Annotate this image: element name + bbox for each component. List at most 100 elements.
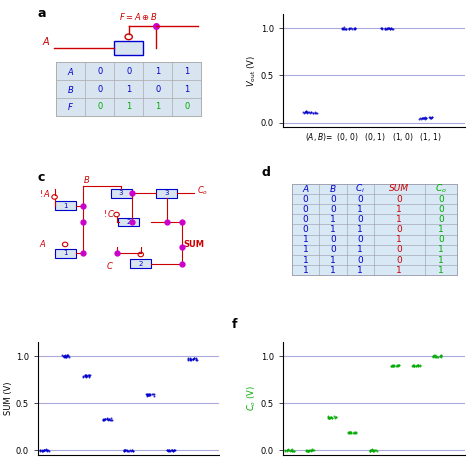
Text: 1: 1 <box>357 205 363 214</box>
Point <box>332 413 339 421</box>
Point <box>346 428 354 436</box>
Point <box>287 447 294 455</box>
Point <box>429 353 437 360</box>
Point <box>346 428 354 436</box>
Point <box>82 371 90 379</box>
Text: 1: 1 <box>396 235 402 244</box>
Point <box>122 446 129 454</box>
Point <box>146 390 153 398</box>
Point <box>40 446 48 454</box>
Point <box>38 447 46 454</box>
Point <box>85 372 93 379</box>
Point <box>304 447 312 455</box>
Y-axis label: SUM (V): SUM (V) <box>4 382 13 415</box>
Point <box>191 354 198 362</box>
Text: 1: 1 <box>63 203 67 209</box>
Text: 0: 0 <box>357 235 363 244</box>
Point <box>410 362 418 369</box>
Point <box>326 414 334 422</box>
Point <box>80 373 87 380</box>
Point <box>369 446 376 454</box>
Point <box>378 25 386 33</box>
Point <box>164 447 172 454</box>
Point <box>351 25 358 32</box>
Point <box>366 447 374 455</box>
Point <box>82 372 90 379</box>
Point <box>371 446 378 453</box>
Point <box>104 415 112 422</box>
Text: $C_i$: $C_i$ <box>355 182 365 195</box>
Point <box>187 356 194 363</box>
Point <box>99 415 107 423</box>
Point <box>420 114 428 122</box>
Point <box>60 352 68 360</box>
Point <box>40 446 48 453</box>
Point <box>192 355 200 362</box>
Point <box>124 447 132 455</box>
Point <box>303 447 311 454</box>
Point <box>85 372 93 379</box>
X-axis label: $(A, B)$=  (0, 0)   (0, 1)   (1, 0)   (1, 1): $(A, B)$= (0, 0) (0, 1) (1, 0) (1, 1) <box>305 131 442 144</box>
Text: 0: 0 <box>396 225 402 234</box>
Point <box>82 373 90 381</box>
Point <box>346 428 353 436</box>
Text: 0: 0 <box>396 194 402 203</box>
Point <box>417 361 424 369</box>
Point <box>129 447 137 455</box>
Point <box>103 415 111 422</box>
Point <box>150 392 157 400</box>
FancyBboxPatch shape <box>56 62 201 116</box>
Point <box>170 446 177 453</box>
Text: 1: 1 <box>357 266 363 275</box>
Point <box>81 372 89 380</box>
Point <box>284 446 292 454</box>
Text: c: c <box>38 171 46 183</box>
Point <box>170 446 178 454</box>
Text: 0: 0 <box>155 84 160 93</box>
Point <box>414 361 421 369</box>
Point <box>100 416 107 423</box>
Point <box>100 416 108 423</box>
Point <box>368 446 375 453</box>
Point <box>164 447 172 455</box>
Point <box>61 352 69 360</box>
FancyBboxPatch shape <box>118 218 139 227</box>
Point <box>301 108 309 116</box>
Point <box>388 362 395 370</box>
Point <box>121 447 128 454</box>
Point <box>389 363 397 370</box>
Point <box>165 447 173 454</box>
Point <box>38 447 46 455</box>
Point <box>345 24 353 32</box>
Point <box>149 391 156 398</box>
Point <box>191 354 198 362</box>
Point <box>351 24 359 32</box>
Point <box>342 25 350 33</box>
Point <box>386 25 394 33</box>
Point <box>189 356 196 363</box>
Point <box>381 24 388 31</box>
Point <box>85 373 92 381</box>
Text: 0: 0 <box>438 194 444 203</box>
Point <box>428 114 436 121</box>
Text: 0: 0 <box>97 84 102 93</box>
Text: 1: 1 <box>303 246 309 255</box>
Point <box>410 363 418 370</box>
Point <box>128 447 136 454</box>
Text: $C_o$: $C_o$ <box>435 182 447 195</box>
Point <box>81 372 89 379</box>
Point <box>164 447 172 454</box>
Point <box>437 352 445 359</box>
Point <box>82 372 90 379</box>
Text: 1: 1 <box>184 67 190 76</box>
Point <box>309 109 317 117</box>
Point <box>327 413 335 420</box>
Point <box>350 24 358 32</box>
Point <box>313 109 320 117</box>
Text: 3: 3 <box>119 190 123 196</box>
Text: 0: 0 <box>396 246 402 255</box>
Point <box>325 414 332 422</box>
Point <box>436 352 444 360</box>
Point <box>327 413 334 421</box>
Point <box>45 447 53 455</box>
